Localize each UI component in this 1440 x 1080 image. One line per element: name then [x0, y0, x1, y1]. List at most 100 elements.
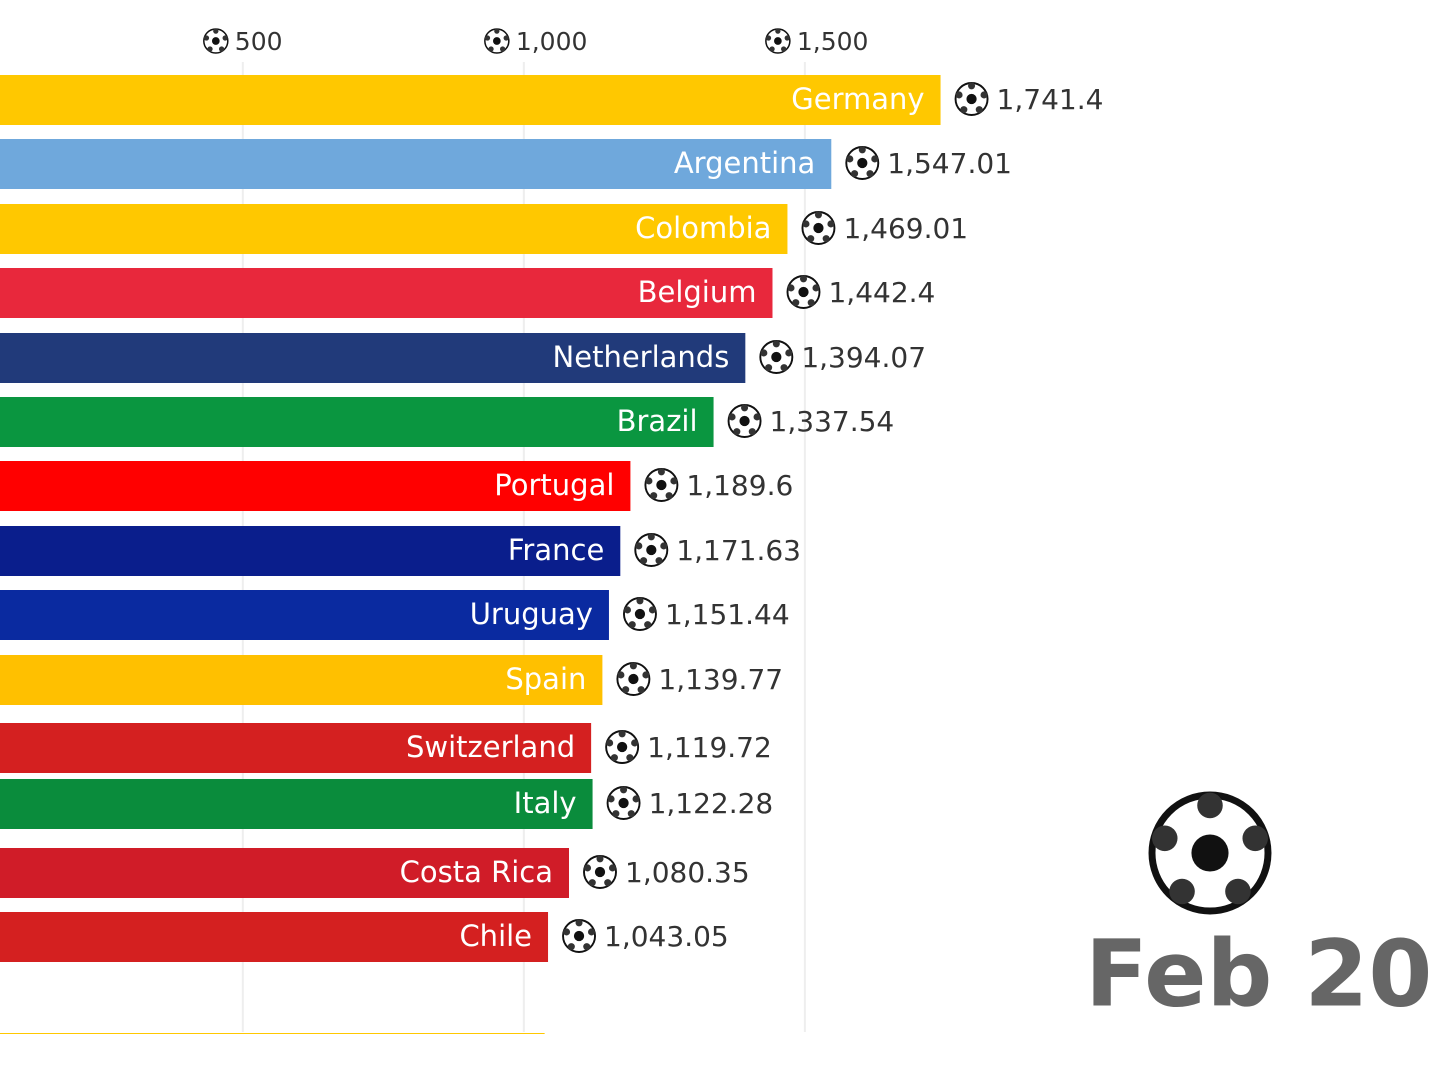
ball-patch: [960, 106, 968, 114]
ball-patch: [632, 795, 640, 803]
ball-patch: [670, 477, 678, 485]
bar-label: Switzerland: [406, 730, 575, 764]
ball-patch: [618, 797, 629, 809]
ball-icon: [845, 146, 880, 180]
value-label: 1,151.44: [665, 598, 790, 631]
ball-patch: [741, 404, 749, 412]
value-label: 1,139.77: [658, 663, 783, 696]
value-label: 1,394.07: [801, 341, 926, 374]
ball-icon: [801, 211, 836, 245]
ball-patch: [660, 542, 668, 550]
bar-label: Belgium: [638, 275, 757, 309]
ball-patch: [575, 919, 583, 927]
ball-patch: [846, 155, 854, 163]
ball-patch: [748, 428, 756, 436]
ball-icon: [765, 28, 791, 54]
bottom-mask: [0, 1034, 1080, 1080]
ball-patch: [608, 864, 617, 872]
ball-patch: [584, 864, 592, 872]
ball-patch: [631, 739, 639, 747]
ball-patch: [647, 533, 655, 541]
ball-icon: [634, 533, 669, 567]
bar: [0, 848, 570, 898]
ball-patch: [966, 93, 977, 105]
ball-patch: [802, 220, 810, 228]
ball-patch: [623, 606, 632, 614]
value-label: 1,469.01: [843, 212, 968, 245]
ball-patch: [640, 557, 648, 565]
ball-patch: [781, 46, 787, 52]
ball-patch: [622, 686, 630, 694]
bar-label: Italy: [514, 786, 577, 820]
ball-patch: [655, 557, 663, 565]
bar: [0, 723, 592, 773]
ball-patch: [1191, 834, 1229, 872]
bar: [0, 590, 609, 640]
ball-icon: [786, 275, 821, 309]
ball-patch: [629, 662, 637, 670]
ball-patch: [222, 35, 228, 41]
ball-patch: [955, 91, 963, 99]
ball-patch: [1169, 878, 1195, 905]
ball-patch: [499, 46, 506, 52]
bar: [0, 461, 631, 511]
ball-icon: [644, 468, 679, 502]
ball-icon: [484, 28, 510, 54]
ball-patch: [628, 673, 639, 685]
ball-patch: [567, 943, 575, 951]
value-label: 1,337.54: [770, 405, 895, 438]
x-tick-label: 1,000: [516, 27, 588, 56]
ball-patch: [760, 349, 768, 357]
ball-patch: [612, 810, 620, 818]
ball-patch: [211, 37, 220, 45]
ball-patch: [753, 413, 761, 421]
ball-icon: [1148, 791, 1272, 915]
ball-patch: [626, 754, 634, 762]
ball-patch: [858, 146, 866, 154]
ball-patch: [822, 235, 830, 243]
ball-patch: [665, 492, 673, 500]
ball-icon: [605, 730, 640, 764]
ball-patch: [1197, 792, 1223, 819]
bar: [0, 779, 593, 829]
value-label: 1,119.72: [647, 731, 772, 764]
bar: [0, 912, 549, 962]
bar-label: Portugal: [494, 468, 614, 502]
ball-patch: [798, 286, 809, 298]
ball-patch: [765, 364, 773, 372]
ball-patch: [739, 415, 750, 427]
bar-label: Colombia: [635, 211, 771, 245]
bar-label: France: [508, 533, 604, 567]
ball-patch: [488, 46, 494, 52]
ball-patch: [583, 943, 591, 951]
ball-patch: [207, 46, 213, 52]
bar-label: Costa Rica: [400, 855, 553, 889]
ball-patch: [807, 235, 815, 243]
date-label: Feb 201: [1085, 920, 1440, 1027]
ball-patch: [213, 28, 219, 34]
ball-patch: [733, 428, 741, 436]
value-label: 1,043.05: [604, 920, 729, 953]
ball-patch: [765, 35, 772, 41]
ball-patch: [780, 364, 788, 372]
ball-patch: [792, 299, 800, 307]
ball-patch: [1152, 825, 1178, 852]
bar-label: Brazil: [617, 404, 698, 438]
bar: [0, 139, 832, 189]
ball-patch: [218, 46, 225, 52]
bar: [0, 204, 788, 254]
ball-patch: [827, 220, 835, 228]
ball-patch: [493, 37, 501, 45]
ball-patch: [587, 928, 596, 936]
ball-patch: [812, 284, 820, 292]
ball-icon: [759, 340, 794, 374]
ball-patch: [618, 730, 626, 738]
ball-patch: [617, 671, 625, 679]
value-label: 1,189.6: [686, 469, 793, 502]
ball-patch: [871, 155, 879, 163]
bar: [0, 268, 773, 318]
x-tick-label: 1,500: [797, 27, 869, 56]
ball-icon: [616, 662, 651, 696]
ball-patch: [607, 795, 615, 803]
